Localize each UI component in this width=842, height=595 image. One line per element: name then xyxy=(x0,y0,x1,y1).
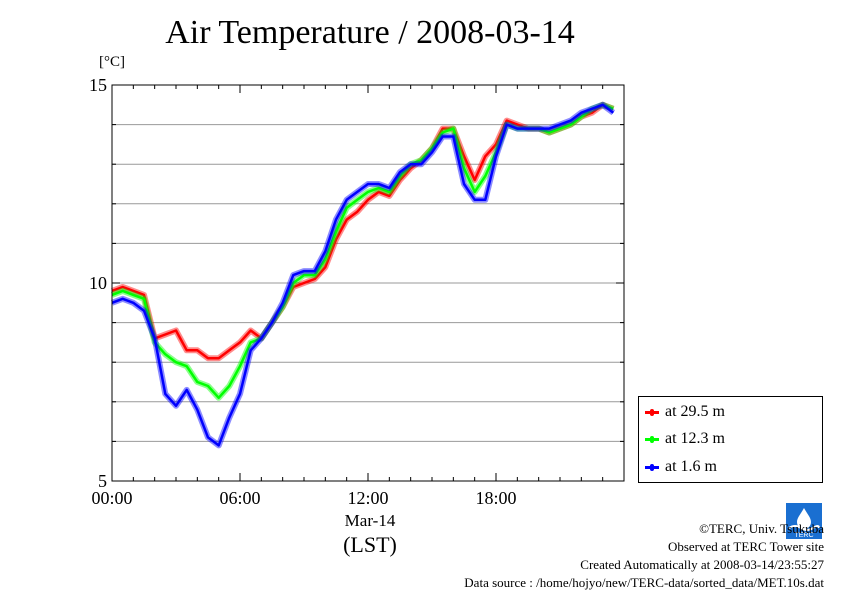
grid-lines xyxy=(112,124,624,442)
y-tick-label: 10 xyxy=(89,273,107,293)
x-tick-label: 18:00 xyxy=(475,488,516,508)
series-halo xyxy=(110,101,615,401)
series-line xyxy=(111,103,614,400)
legend-swatch-blue xyxy=(645,463,659,471)
legend-label: at 1.6 m xyxy=(665,458,717,475)
x-tick-label: 12:00 xyxy=(347,488,388,508)
logo-text: TERC xyxy=(794,532,813,539)
y-tick-label: 5 xyxy=(98,471,107,491)
legend-swatch-red xyxy=(645,408,659,416)
terc-logo-icon: TERC xyxy=(786,503,822,539)
footer-info: ©TERC, Univ. Tsukuba Observed at TERC To… xyxy=(464,520,824,592)
y-tick-label: 15 xyxy=(89,75,107,95)
legend-label: at 12.3 m xyxy=(665,430,725,447)
x-axis-label: (LST) xyxy=(343,532,397,557)
x-tick-label: 00:00 xyxy=(91,488,132,508)
chart-title: Air Temperature / 2008-03-14 xyxy=(165,14,575,51)
series-halo xyxy=(110,101,616,449)
x-axis-date-label: Mar-14 xyxy=(344,511,396,530)
axis-ticks: 5 10 15 00:00 06:00 12:00 18:00 xyxy=(89,75,625,508)
y-axis-unit-label: [°C] xyxy=(99,54,125,70)
created-text: Created Automatically at 2008-03-14/23:5… xyxy=(580,557,824,572)
legend-swatch-green xyxy=(645,435,659,443)
legend-label: at 29.5 m xyxy=(665,403,725,420)
observed-text: Observed at TERC Tower site xyxy=(667,539,824,554)
chart-legend: at 29.5 m at 12.3 m at 1.6 m xyxy=(638,396,823,483)
x-tick-label: 06:00 xyxy=(219,488,260,508)
series-line xyxy=(111,103,615,447)
legend-item-12-3m: at 12.3 m xyxy=(645,428,725,450)
legend-item-1-6m: at 1.6 m xyxy=(645,456,717,478)
source-text: Data source : /home/hojyo/new/TERC-data/… xyxy=(464,575,824,590)
legend-item-29-5m: at 29.5 m xyxy=(645,401,725,423)
copyright-text: ©TERC, Univ. Tsukuba xyxy=(699,521,824,536)
series-line xyxy=(111,103,614,360)
series-lines xyxy=(110,101,616,449)
series-halo xyxy=(110,101,615,362)
